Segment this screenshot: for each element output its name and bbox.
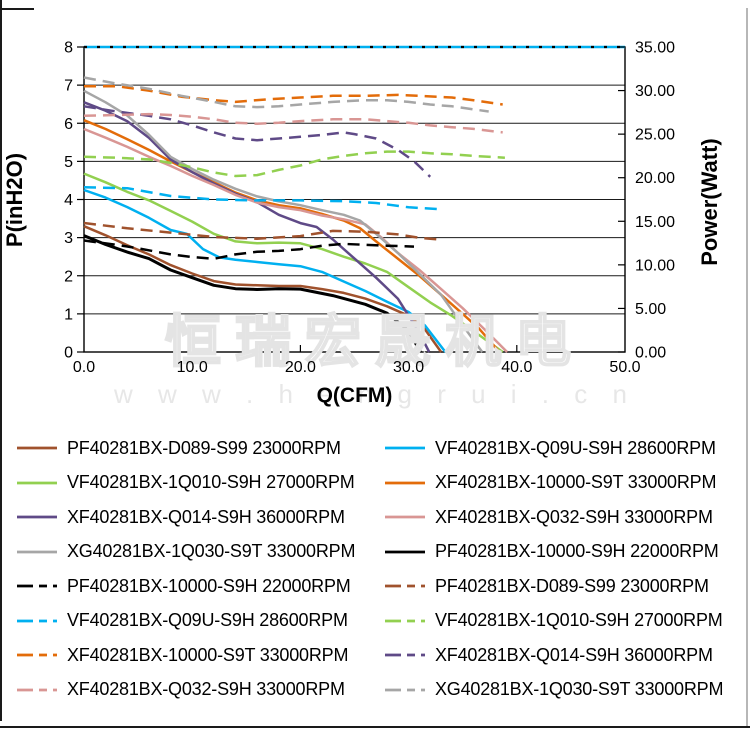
- legend-label: VF40281BX-Q09U-S9H 28600RPM: [67, 610, 348, 631]
- series-line: [83, 76, 489, 113]
- y-right-tick-label: 0.00: [635, 345, 666, 362]
- legend-swatch-line: [17, 584, 57, 588]
- y-right-tick-label: 5.00: [635, 301, 666, 318]
- y-right-tick-label: 30.00: [635, 83, 675, 100]
- legend-swatch-line: [17, 619, 57, 623]
- legend-label: VF40281BX-1Q010-S9H 27000RPM: [435, 610, 723, 631]
- x-axis-tick-label: 30.0: [393, 359, 425, 376]
- x-axis-tick-label: 50.0: [609, 359, 641, 376]
- legend-item: XF40281BX-10000-S9T 33000RPM: [384, 472, 740, 493]
- y-left-tick-label: 7: [64, 78, 73, 95]
- legend-swatch-line: [17, 515, 57, 519]
- series-line: [83, 225, 443, 353]
- series-line: [83, 234, 422, 353]
- y-right-tick-label: 20.00: [635, 170, 675, 187]
- legend-item: PF40281BX-D089-S99 23000RPM: [16, 438, 384, 459]
- y-left-tick-label: 1: [64, 306, 73, 323]
- legend-item: XG40281BX-1Q030-S9T 33000RPM: [384, 679, 740, 700]
- y-right-tick-label: 10.00: [635, 257, 675, 274]
- series-line: [83, 172, 504, 354]
- chart-legend: PF40281BX-D089-S99 23000RPM VF40281BX-Q09…: [16, 431, 740, 707]
- series-line: [83, 239, 415, 261]
- series-line: [83, 127, 508, 353]
- series-line: [83, 105, 432, 178]
- page-border-left: [0, 0, 2, 721]
- legend-item: VF40281BX-Q09U-S9H 28600RPM: [384, 438, 740, 459]
- legend-label: PF40281BX-D089-S99 23000RPM: [435, 575, 709, 596]
- legend-item: VF40281BX-Q09U-S9H 28600RPM: [16, 610, 384, 631]
- series-line: [83, 188, 447, 353]
- legend-label: XG40281BX-1Q030-S9T 33000RPM: [67, 541, 356, 562]
- legend-item: VF40281BX-1Q010-S9H 27000RPM: [384, 610, 740, 631]
- y-axis-title-left: P(inH2O): [2, 153, 27, 247]
- x-axis-tick-label: 10.0: [176, 359, 208, 376]
- legend-swatch-line: [385, 550, 425, 554]
- legend-label: VF40281BX-Q09U-S9H 28600RPM: [435, 437, 716, 458]
- legend-swatch-line: [17, 653, 57, 657]
- series-line: [83, 150, 505, 178]
- y-left-tick-label: 6: [64, 116, 73, 133]
- legend-label: VF40281BX-1Q010-S9H 27000RPM: [67, 472, 355, 493]
- pq-power-chart: 0 1 2 3 4 5 6 7 8 0.00 5.00 10.00 15.00 20.00 25.00 30.…: [2, 40, 722, 362]
- y-right-tick-label: 25.00: [635, 127, 675, 144]
- legend-swatch-line: [385, 619, 425, 623]
- legend-label: PF40281BX-10000-S9H 22000RPM: [435, 541, 719, 562]
- legend-label: PF40281BX-10000-S9H 22000RPM: [67, 575, 351, 596]
- y-left-tick-label: 4: [64, 192, 73, 209]
- legend-swatch-line: [385, 515, 425, 519]
- page-border-top-stub: [0, 8, 34, 10]
- legend-swatch-line: [385, 481, 425, 485]
- page-border-bottom: [0, 726, 750, 728]
- y-left-tick-label: 8: [64, 40, 73, 57]
- legend-label: XF40281BX-Q014-S9H 36000RPM: [67, 506, 345, 527]
- legend-label: XF40281BX-Q014-S9H 36000RPM: [435, 644, 713, 665]
- legend-item: XF40281BX-Q032-S9H 33000RPM: [384, 507, 740, 528]
- series-line: [83, 89, 484, 353]
- series-line: [83, 101, 431, 353]
- x-axis-tick-label: 20.0: [284, 359, 316, 376]
- y-left-tick-label: 2: [64, 268, 73, 285]
- legend-swatch-line: [17, 688, 57, 692]
- legend-swatch-line: [385, 584, 425, 588]
- legend-swatch-line: [17, 550, 57, 554]
- y-left-tick-label: 3: [64, 230, 73, 247]
- series-line: [83, 112, 503, 134]
- x-axis-title: Q(CFM): [316, 384, 393, 407]
- legend-item: PF40281BX-D089-S99 23000RPM: [384, 576, 740, 597]
- series-line: [83, 186, 438, 211]
- legend-item: XF40281BX-10000-S9T 33000RPM: [16, 645, 384, 666]
- legend-swatch-line: [385, 446, 425, 450]
- legend-swatch-line: [385, 653, 425, 657]
- legend-item: PF40281BX-10000-S9H 22000RPM: [16, 576, 384, 597]
- legend-swatch-line: [17, 481, 57, 485]
- legend-label: XF40281BX-Q032-S9H 33000RPM: [435, 506, 713, 527]
- y-right-tick-label: 15.00: [635, 214, 675, 231]
- legend-item: XF40281BX-Q014-S9H 36000RPM: [384, 645, 740, 666]
- page-border-right: [746, 8, 748, 726]
- legend-item: XF40281BX-Q014-S9H 36000RPM: [16, 507, 384, 528]
- legend-label: XF40281BX-10000-S9T 33000RPM: [67, 644, 349, 665]
- legend-swatch-line: [17, 446, 57, 450]
- y-left-tick-label: 0: [64, 345, 73, 362]
- y-left-tick-label: 5: [64, 154, 73, 171]
- x-axis-tick-label: 40.0: [501, 359, 533, 376]
- legend-label: XF40281BX-10000-S9T 33000RPM: [435, 472, 717, 493]
- legend-item: PF40281BX-10000-S9H 22000RPM: [384, 541, 740, 562]
- x-axis-tick-label: 0.0: [72, 359, 96, 376]
- legend-label: XG40281BX-1Q030-S9T 33000RPM: [435, 679, 724, 700]
- legend-item: XG40281BX-1Q030-S9T 33000RPM: [16, 541, 384, 562]
- series-line: [83, 221, 442, 241]
- legend-item: VF40281BX-1Q010-S9H 27000RPM: [16, 472, 384, 493]
- legend-item: XF40281BX-Q032-S9H 33000RPM: [16, 679, 384, 700]
- legend-label: XF40281BX-Q032-S9H 33000RPM: [67, 679, 345, 700]
- y-axis-title-right: Power(Watt): [697, 138, 722, 266]
- legend-swatch-line: [385, 688, 425, 692]
- legend-label: PF40281BX-D089-S99 23000RPM: [67, 437, 341, 458]
- series-line: [84, 84, 503, 106]
- y-right-tick-label: 35.00: [635, 40, 675, 57]
